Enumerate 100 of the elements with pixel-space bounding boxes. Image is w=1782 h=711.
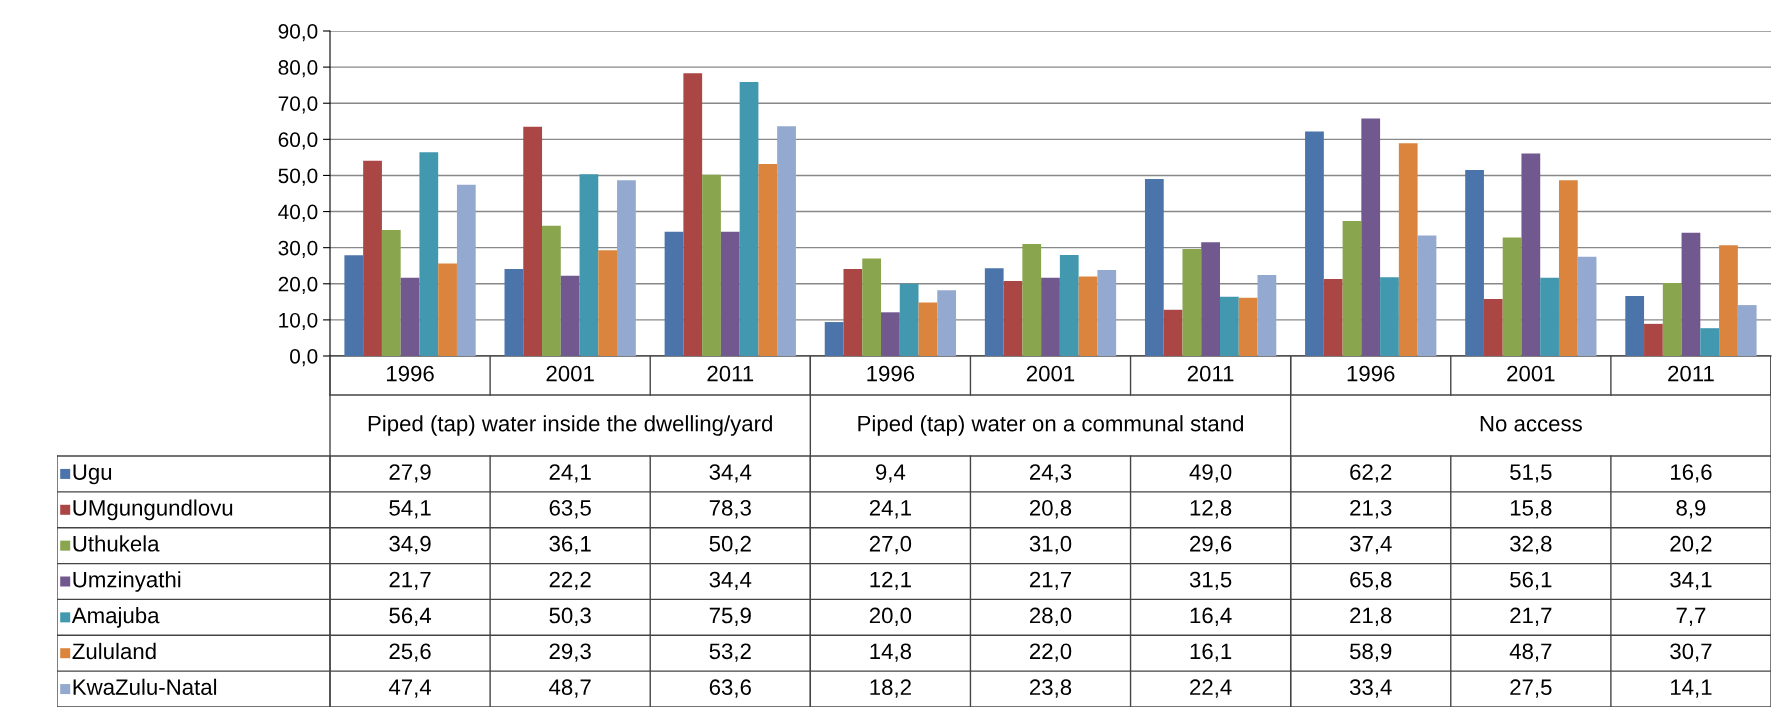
x-tick-label: 2011 <box>1187 365 1234 382</box>
bar <box>1577 256 1597 356</box>
y-tick-label: 50,0 <box>278 168 318 186</box>
data-label: 53,2 <box>709 643 751 662</box>
data-label: 16,4 <box>1190 607 1232 626</box>
bar <box>617 180 636 356</box>
data-label: 25,6 <box>389 643 431 662</box>
data-label: 54,1 <box>389 500 431 519</box>
legend-label: Ugu <box>73 464 112 485</box>
data-label: 21,7 <box>1029 571 1072 591</box>
data-label: 27,9 <box>389 464 431 483</box>
legend-label: KwaZulu-Natal <box>73 678 217 696</box>
data-label: 22,0 <box>1029 643 1072 662</box>
data-label: 75,9 <box>709 607 751 626</box>
bar <box>1097 270 1117 356</box>
bar <box>1361 118 1381 356</box>
bar <box>702 174 721 356</box>
x-tick-label: 2001 <box>1026 365 1075 382</box>
data-label: 27,5 <box>1510 679 1552 698</box>
data-label: 21,7 <box>389 571 431 591</box>
data-label: 62,2 <box>1350 464 1392 483</box>
data-label: 31,0 <box>1029 535 1072 555</box>
bar <box>1521 153 1541 356</box>
legend-label: Zululand <box>72 642 156 660</box>
bar <box>824 322 844 356</box>
data-label: 34,4 <box>709 464 752 483</box>
data-label: 48,7 <box>549 679 591 698</box>
data-label: 12,8 <box>1190 500 1232 519</box>
bar <box>758 163 778 356</box>
data-label: 20,2 <box>1670 535 1712 555</box>
y-tick-label: 30,0 <box>278 240 318 258</box>
bar <box>381 229 401 356</box>
legend-label: Umzinyathi <box>73 571 181 592</box>
y-tick-label: 80,0 <box>278 60 318 78</box>
data-label: 50,3 <box>549 607 591 626</box>
data-label: 56,1 <box>1510 571 1552 591</box>
data-label: 34,1 <box>1670 571 1712 591</box>
y-tick-label: 60,0 <box>278 132 318 150</box>
bar <box>598 250 618 356</box>
bar <box>1342 220 1362 356</box>
bar <box>899 283 919 356</box>
bar <box>1219 296 1239 356</box>
data-label: 22,2 <box>549 571 591 591</box>
bar <box>720 231 740 356</box>
bar <box>1041 277 1060 356</box>
data-label: 30,7 <box>1670 643 1712 662</box>
bar <box>984 268 1004 356</box>
bar <box>1719 245 1738 356</box>
data-label: 33,4 <box>1349 679 1392 698</box>
bar <box>1398 143 1418 356</box>
data-label: 29,6 <box>1190 535 1232 555</box>
data-label: 56,4 <box>389 607 432 626</box>
data-label: 21,3 <box>1350 500 1392 519</box>
data-label: 28,0 <box>1029 607 1072 626</box>
x-tick-label: 2011 <box>1668 365 1714 382</box>
data-label: 16,6 <box>1671 464 1712 483</box>
bar <box>1059 254 1079 356</box>
data-label: 24,3 <box>1029 464 1072 483</box>
text: Piped (tap) water inside the dwelling/yard <box>368 415 772 436</box>
bar <box>419 152 439 356</box>
y-tick-label: 20,0 <box>278 276 318 294</box>
bar <box>438 263 457 356</box>
bar <box>1380 277 1399 356</box>
data-label: 20,8 <box>1029 500 1072 519</box>
legend-label: Uthukela <box>73 535 160 552</box>
data-label: 48,7 <box>1509 643 1552 662</box>
bar <box>1022 244 1042 356</box>
bar <box>1681 232 1701 356</box>
bar <box>456 184 476 356</box>
data-label: 9,4 <box>875 464 906 483</box>
data-label: 7,7 <box>1676 607 1706 626</box>
bar <box>1182 249 1202 356</box>
data-label: 78,3 <box>709 500 751 519</box>
x-tick-label: 2001 <box>546 365 594 382</box>
y-tick-label: 40,0 <box>278 204 318 222</box>
bar <box>1700 328 1720 356</box>
bar <box>363 160 382 356</box>
bar <box>1257 275 1277 356</box>
bar <box>1323 279 1343 356</box>
bar <box>1078 276 1098 356</box>
x-tick-label: 1996 <box>1347 365 1395 382</box>
data-label: 20,0 <box>869 607 912 626</box>
bar <box>739 81 759 356</box>
bar <box>1662 283 1682 356</box>
bar <box>560 275 580 356</box>
bar <box>1163 309 1183 356</box>
bar <box>1483 298 1503 356</box>
bar <box>664 231 684 356</box>
x-tick-label: 2011 <box>707 365 754 382</box>
text: No access <box>1480 415 1582 432</box>
bar <box>1644 323 1663 356</box>
y-tick-label: 10,0 <box>279 312 318 331</box>
bar <box>1625 296 1645 356</box>
data-label: 63,5 <box>549 500 591 519</box>
text: Piped (tap) water on a communal stand <box>858 415 1244 436</box>
data-label: 50,2 <box>709 535 751 555</box>
data-label: 58,9 <box>1349 643 1392 662</box>
bar <box>1238 297 1258 356</box>
bar <box>523 126 543 356</box>
bar <box>843 268 863 356</box>
